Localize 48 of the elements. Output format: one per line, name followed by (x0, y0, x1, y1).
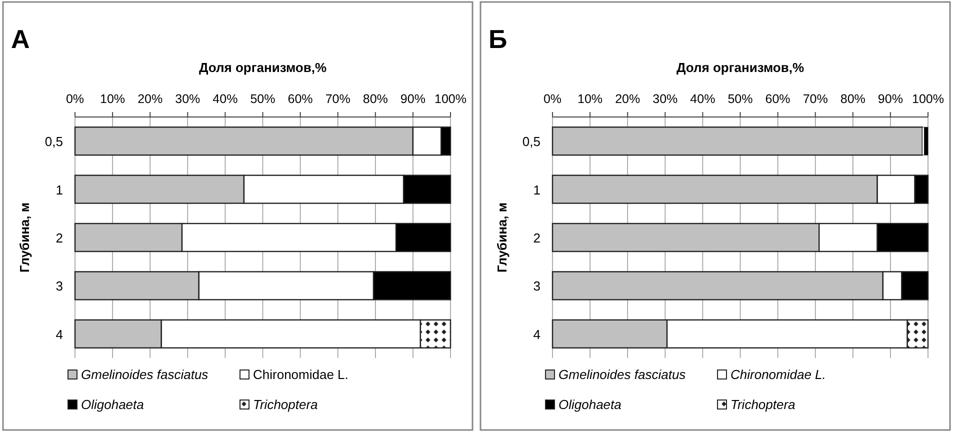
legend-label: Gmelinoides fasciatus (558, 367, 686, 382)
x-tick-label: 90% (878, 92, 903, 106)
y-axis-title: Глубина, м (17, 202, 32, 272)
x-tick-label: 100% (434, 92, 466, 106)
y-tick-label: 3 (533, 278, 540, 294)
y-axis-title: Глубина, м (494, 202, 510, 272)
x-tick-label: 60% (288, 92, 313, 106)
y-tick-label: 2 (533, 230, 540, 246)
x-tick-label: 50% (250, 92, 276, 106)
x-tick-label: 10% (100, 92, 126, 106)
legend-label: Oligohaeta (558, 397, 622, 412)
legend-label: Gmelinoides fasciatus (81, 367, 209, 382)
chart-title: А (11, 24, 30, 54)
bar (552, 126, 923, 156)
x-axis-title: Доля организмов,% (676, 60, 804, 75)
y-tick-label: 4 (56, 326, 63, 342)
x-tick-label: 40% (690, 92, 716, 106)
x-tick-label: 10% (578, 92, 603, 106)
x-tick-label: 20% (138, 92, 163, 106)
legend-label: Trichoptera (253, 397, 318, 412)
y-tick-label: 0,5 (522, 134, 540, 150)
x-tick-label: 70% (325, 92, 350, 106)
x-tick-label: 0% (543, 92, 562, 106)
y-tick-label: 3 (56, 278, 63, 294)
y-tick-label: 0,5 (44, 134, 63, 150)
x-tick-label: 80% (362, 92, 388, 106)
legend-label: Chironomidae L. (730, 367, 826, 382)
x-tick-label: 100% (912, 92, 944, 106)
x-tick-label: 30% (175, 92, 200, 106)
chart-title: Б (488, 24, 508, 54)
y-tick-label: 1 (56, 182, 63, 198)
x-tick-label: 0% (66, 92, 84, 106)
y-tick-label: 4 (533, 326, 540, 342)
legend-label: Oligohaeta (81, 397, 144, 412)
x-tick-label: 80% (840, 92, 866, 106)
bar (924, 126, 928, 156)
x-axis-title: Доля организмов,% (198, 60, 327, 75)
x-tick-label: 30% (652, 92, 678, 106)
legend-label: Trichoptera (730, 397, 796, 412)
x-tick-label: 90% (400, 92, 426, 106)
x-tick-label: 60% (765, 92, 790, 106)
y-tick-label: 2 (56, 230, 63, 246)
y-tick-label: 1 (533, 182, 540, 198)
x-tick-label: 40% (212, 92, 238, 106)
x-tick-label: 20% (615, 92, 640, 106)
x-tick-label: 70% (802, 92, 828, 106)
x-tick-label: 50% (728, 92, 753, 106)
legend-label: Chironomidae L. (253, 367, 348, 382)
